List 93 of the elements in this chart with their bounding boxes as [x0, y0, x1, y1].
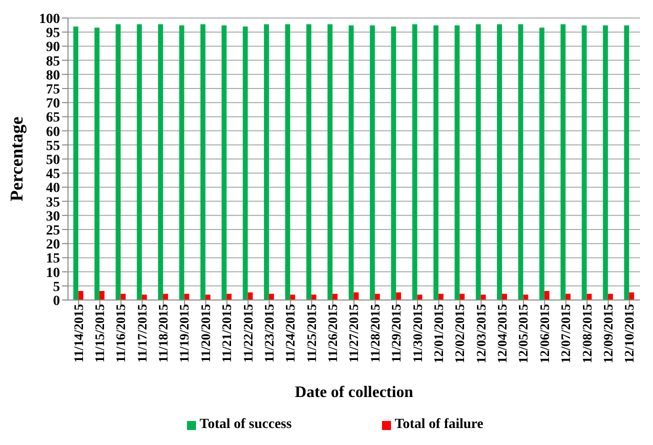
- x-tick-label: 12/07/2015: [558, 304, 574, 364]
- bar: [94, 28, 100, 300]
- bar: [242, 26, 248, 300]
- y-tick-label: 0: [53, 294, 60, 309]
- x-tick-label: 11/26/2015: [325, 304, 340, 363]
- y-tick-label: 15: [46, 252, 60, 267]
- bar: [518, 24, 524, 300]
- bar: [205, 294, 210, 300]
- y-axis-title: Percentage: [6, 116, 26, 202]
- bar: [480, 294, 486, 300]
- bar: [142, 294, 147, 300]
- x-tick-label: 11/22/2015: [240, 304, 256, 363]
- bar: [539, 28, 544, 300]
- x-tick-label: 11/28/2015: [367, 304, 382, 363]
- bar: [624, 25, 630, 300]
- x-tick-label: 12/03/2015: [473, 304, 488, 364]
- x-tick-label: 12/06/2015: [536, 304, 552, 364]
- bar: [497, 24, 502, 300]
- x-tick-label: 11/25/2015: [304, 304, 319, 363]
- bar: [264, 24, 269, 300]
- y-tick-label: 80: [46, 68, 60, 84]
- x-tick-label: 12/10/2015: [622, 304, 637, 364]
- bar: [158, 24, 164, 300]
- bar: [354, 292, 359, 300]
- x-tick-label: 11/21/2015: [219, 304, 234, 363]
- bar: [348, 25, 354, 300]
- x-tick-label: 11/24/2015: [282, 304, 298, 363]
- bar: [629, 292, 634, 300]
- bar: [391, 26, 396, 300]
- x-tick-label: 12/08/2015: [579, 304, 594, 364]
- bar: [290, 294, 296, 300]
- x-tick-label: 11/14/2015: [70, 304, 86, 363]
- x-axis-title: Date of collection: [294, 384, 414, 401]
- bar: [73, 26, 78, 300]
- bar: [78, 290, 84, 300]
- y-tick-label: 70: [46, 96, 60, 112]
- bar: [602, 25, 608, 300]
- bar: [417, 294, 422, 300]
- y-tick-label: 95: [46, 26, 60, 42]
- x-tick-label: 11/29/2015: [388, 304, 404, 363]
- y-tick-label: 55: [46, 138, 60, 154]
- bar: [285, 24, 290, 300]
- y-tick-label: 10: [46, 266, 60, 281]
- bar: [306, 24, 312, 300]
- bar: [248, 292, 253, 300]
- bar: [222, 25, 227, 300]
- x-tick-label: 11/15/2015: [92, 304, 108, 363]
- bar: [433, 25, 438, 300]
- y-tick-label: 50: [46, 152, 60, 168]
- x-tick-label: 11/16/2015: [113, 304, 128, 363]
- bar: [412, 24, 418, 300]
- x-tick-label: 11/20/2015: [198, 304, 213, 363]
- bar: [454, 25, 460, 300]
- x-tick-label: 11/17/2015: [134, 304, 150, 363]
- y-tick-label: 65: [46, 110, 60, 126]
- y-tick-label: 45: [46, 167, 60, 182]
- bar: [136, 24, 142, 300]
- bar: [116, 24, 121, 300]
- x-tick-label: 11/19/2015: [176, 304, 192, 363]
- bar: [560, 24, 566, 300]
- x-tick-label: 11/18/2015: [156, 304, 171, 363]
- y-tick-label: 90: [46, 40, 60, 56]
- y-tick-label: 35: [46, 195, 60, 210]
- legend-label: Total of success: [198, 417, 292, 433]
- y-tick-label: 5: [53, 280, 60, 295]
- bar: [523, 294, 528, 300]
- y-tick-label: 20: [46, 238, 60, 253]
- x-tick-label: 12/05/2015: [516, 304, 531, 364]
- x-tick-label: 11/30/2015: [410, 304, 425, 363]
- bar: [311, 294, 316, 300]
- x-tick-label: 11/23/2015: [261, 304, 276, 363]
- x-tick-label: 12/09/2015: [600, 304, 616, 364]
- bar: [544, 290, 550, 300]
- bar: [328, 24, 333, 300]
- bar: [582, 25, 587, 300]
- x-tick-label: 12/04/2015: [494, 304, 510, 364]
- y-tick-label: 75: [46, 82, 60, 98]
- y-tick-label: 60: [46, 124, 60, 140]
- bar: [370, 25, 375, 300]
- bar: [179, 25, 184, 300]
- y-tick-label: 85: [46, 54, 60, 70]
- bar: [476, 24, 481, 300]
- x-tick-label: 11/27/2015: [346, 304, 362, 363]
- y-tick-label: 30: [46, 209, 60, 224]
- x-tick-label: 12/01/2015: [430, 304, 446, 364]
- bar: [396, 292, 402, 300]
- bar: [200, 24, 206, 300]
- y-tick-label: 100: [39, 12, 60, 27]
- y-tick-label: 40: [46, 181, 60, 196]
- bar: [99, 290, 104, 300]
- x-tick-label: 12/02/2015: [452, 304, 468, 364]
- y-tick-label: 25: [46, 223, 60, 238]
- legend-label: Total of failure: [394, 417, 484, 433]
